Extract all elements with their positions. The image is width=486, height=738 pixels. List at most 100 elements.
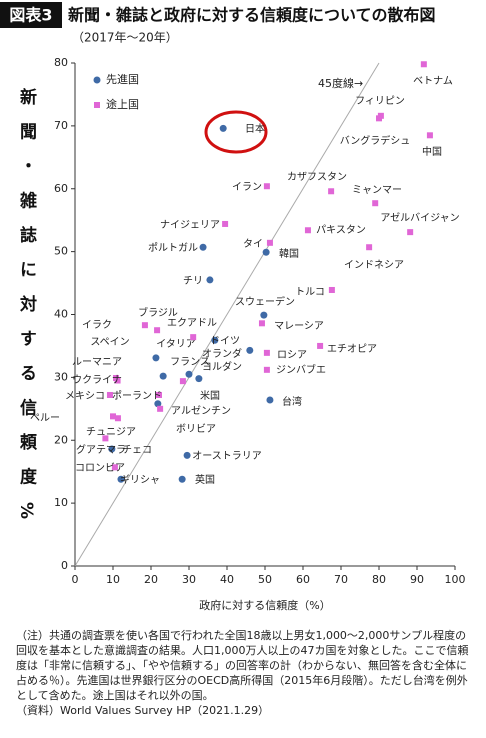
x-tick-label: 30 [182, 573, 196, 586]
point [219, 124, 227, 132]
point-label: ポーランド [112, 390, 162, 402]
point-label: マレーシア [274, 321, 324, 332]
y-tick-label: 60 [54, 182, 68, 195]
y-tick-label: 30 [54, 370, 68, 383]
point-label: 英国 [195, 473, 215, 486]
y-tick-label: 0 [61, 559, 68, 572]
point [260, 311, 268, 319]
point-label: オーストラリア [192, 450, 262, 462]
point-label: ミャンマー [352, 185, 402, 196]
annotation: 45度線→ [318, 76, 363, 90]
x-tick-label: 50 [258, 573, 272, 586]
y-tick-label: 10 [54, 496, 68, 509]
figure-label-box [0, 2, 62, 28]
point [407, 229, 414, 236]
point [117, 475, 125, 483]
point-label: 中国 [422, 145, 442, 158]
point-label: ヨルダン [202, 360, 242, 373]
legend-label: 先進国 [106, 73, 139, 86]
x-axis-label: 政府に対する信頼度（%） [199, 598, 330, 612]
point-label: ルーマニア [72, 357, 122, 368]
legend-marker [93, 76, 101, 84]
point-label: ロシア [277, 350, 307, 361]
point-label: チリ [183, 275, 203, 287]
y-tick-label: 80 [54, 56, 68, 69]
point [366, 244, 373, 251]
point [420, 61, 427, 68]
x-tick-label: 70 [334, 573, 348, 586]
point [266, 396, 274, 404]
point-label: エチオピア [327, 343, 377, 355]
point [179, 378, 186, 385]
highlight-circle [204, 110, 268, 154]
point [246, 346, 254, 354]
point-label: スウェーデン [235, 295, 295, 308]
point [102, 435, 109, 442]
point-label: 韓国 [279, 248, 299, 260]
point-label: エクアドル [167, 317, 217, 329]
legend-marker [94, 102, 100, 108]
point [317, 342, 324, 349]
point-label: ポルトガル [148, 242, 198, 254]
point [328, 188, 335, 195]
point-label: グアテマラ [76, 443, 126, 456]
point-label: トルコ [295, 287, 325, 298]
point [195, 375, 203, 383]
point-label: イラク [82, 319, 112, 331]
point [263, 349, 270, 356]
point-label: ウクライナ [72, 374, 122, 386]
point-label: 台湾 [282, 395, 302, 408]
point [199, 243, 207, 251]
x-tick-label: 90 [410, 573, 424, 586]
point-label: アルゼンチン [171, 405, 231, 417]
point [141, 322, 148, 329]
y-tick-label: 70 [54, 119, 68, 132]
point-label: イタリア [156, 338, 196, 350]
note: （注）共通の調査票を使い各国で行われた全国18歳以上男女1,000～2,000サ… [16, 629, 469, 702]
point-label: チュニジア [86, 426, 136, 438]
point [154, 327, 161, 334]
point-label: フランス [170, 356, 210, 368]
point [110, 413, 116, 420]
y-tick-label: 50 [54, 245, 68, 258]
point-label: コロンビア [75, 462, 125, 474]
point-label: オランダ [202, 347, 242, 360]
point [304, 227, 311, 234]
point-label: フィリピン [355, 95, 405, 107]
point-label: スペイン [90, 337, 129, 348]
point [376, 115, 382, 122]
point [155, 391, 162, 398]
point-label: ブラジル [138, 306, 178, 319]
y-tick-label: 20 [54, 433, 68, 446]
point-label: チェコ [122, 444, 152, 456]
chart-title: 新聞・雑誌と政府に対する信頼度についての散布図 [68, 6, 436, 25]
point [154, 400, 162, 408]
point [159, 372, 167, 380]
point [178, 475, 186, 483]
point [258, 320, 265, 327]
point-label: 日本 [245, 122, 265, 135]
chart-subtitle: （2017年～20年） [72, 31, 178, 45]
point [114, 415, 121, 422]
notes: （注）共通の調査票を使い各国で行われた全国18歳以上男女1,000～2,000サ… [16, 628, 474, 718]
point [222, 220, 229, 227]
point [372, 200, 379, 207]
point-label: 米国 [200, 389, 220, 402]
point-label: パキスタン [316, 224, 366, 236]
y-tick-label: 40 [54, 308, 68, 321]
legend-label: 途上国 [106, 97, 139, 111]
point-label: タイ [243, 238, 263, 250]
point [190, 334, 197, 341]
point-label: イラン [232, 181, 262, 193]
point [114, 377, 121, 384]
diagonal-line [74, 62, 380, 567]
point-label: カザフスタン [287, 171, 347, 183]
point [263, 183, 270, 190]
x-tick-label: 100 [445, 573, 466, 586]
point-label: ボリビア [176, 423, 216, 435]
x-tick-label: 10 [106, 573, 120, 586]
point-label: ベトナム [413, 75, 453, 87]
x-tick-label: 60 [296, 573, 310, 586]
point-label: ナイジェリア [160, 219, 220, 231]
